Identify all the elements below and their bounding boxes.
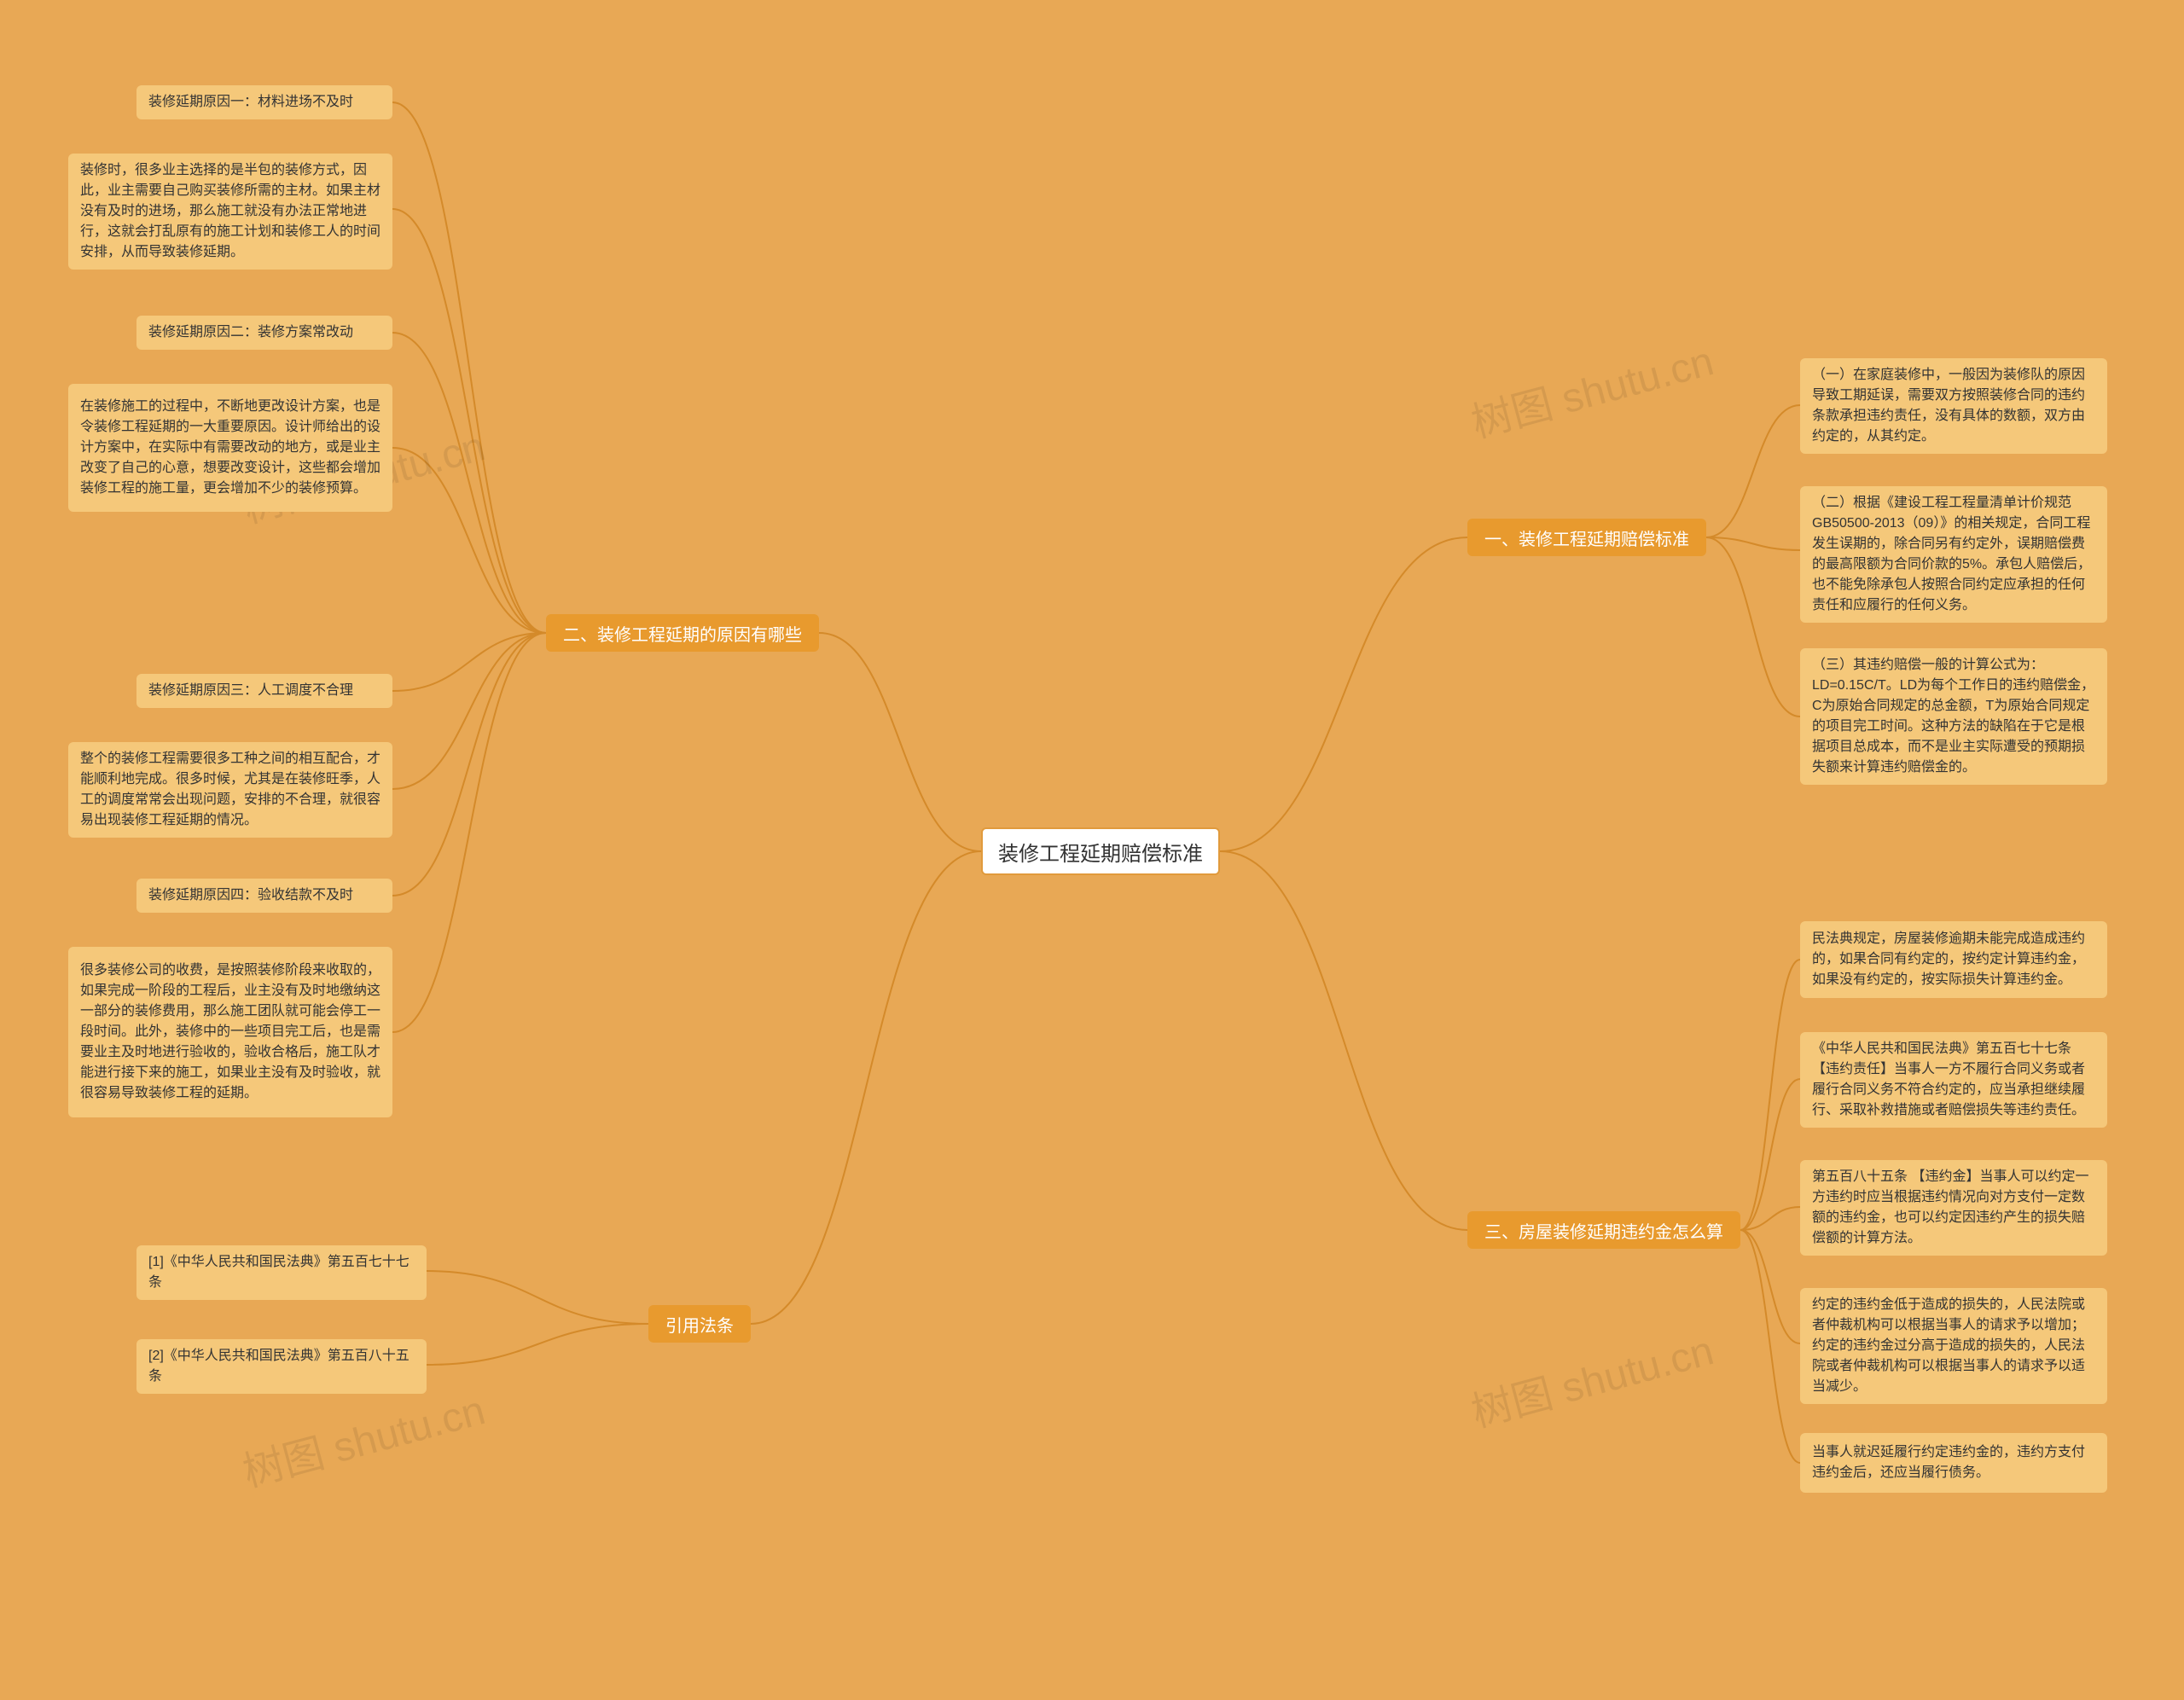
root-node[interactable]: 装修工程延期赔偿标准 [981,827,1220,875]
leaf-node[interactable]: 《中华人民共和国民法典》第五百七十七条【违约责任】当事人一方不履行合同义务或者履… [1800,1032,2107,1128]
leaf-node[interactable]: 装修延期原因一：材料进场不及时 [136,85,392,119]
leaf-node[interactable]: 民法典规定，房屋装修逾期未能完成造成违约的，如果合同有约定的，按约定计算违约金，… [1800,921,2107,998]
watermark: 树图 shutu.cn [235,1377,491,1499]
leaf-node[interactable]: 约定的违约金低于造成的损失的，人民法院或者仲裁机构可以根据当事人的请求予以增加；… [1800,1288,2107,1404]
branch-node-2[interactable]: 二、装修工程延期的原因有哪些 [546,614,819,652]
leaf-node[interactable]: [2]《中华人民共和国民法典》第五百八十五条 [136,1339,427,1394]
branch-node-3[interactable]: 三、房屋装修延期违约金怎么算 [1467,1211,1740,1249]
leaf-node[interactable]: 装修延期原因二：装修方案常改动 [136,316,392,350]
leaf-node[interactable]: 很多装修公司的收费，是按照装修阶段来收取的，如果完成一阶段的工程后，业主没有及时… [68,947,392,1117]
branch-node-4[interactable]: 引用法条 [648,1305,751,1343]
watermark: 树图 shutu.cn [1464,1317,1719,1439]
leaf-node[interactable]: 装修延期原因四：验收结款不及时 [136,879,392,913]
leaf-node[interactable]: 装修时，很多业主选择的是半包的装修方式，因此，业主需要自己购买装修所需的主材。如… [68,154,392,270]
watermark: 树图 shutu.cn [1464,328,1719,450]
leaf-node[interactable]: 第五百八十五条 【违约金】当事人可以约定一方违约时应当根据违约情况向对方支付一定… [1800,1160,2107,1256]
branch-node-1[interactable]: 一、装修工程延期赔偿标准 [1467,519,1706,556]
leaf-node[interactable]: 在装修施工的过程中，不断地更改设计方案，也是令装修工程延期的一大重要原因。设计师… [68,384,392,512]
leaf-node[interactable]: （三）其违约赔偿一般的计算公式为：LD=0.15C/T。LD为每个工作日的违约赔… [1800,648,2107,785]
leaf-node[interactable]: 当事人就迟延履行约定违约金的，违约方支付违约金后，还应当履行债务。 [1800,1433,2107,1493]
leaf-node[interactable]: [1]《中华人民共和国民法典》第五百七十七条 [136,1245,427,1300]
leaf-node[interactable]: （二）根据《建设工程工程量清单计价规范GB50500-2013（09）》的相关规… [1800,486,2107,623]
leaf-node[interactable]: 装修延期原因三：人工调度不合理 [136,674,392,708]
leaf-node[interactable]: （一）在家庭装修中，一般因为装修队的原因导致工期延误，需要双方按照装修合同的违约… [1800,358,2107,454]
leaf-node[interactable]: 整个的装修工程需要很多工种之间的相互配合，才能顺利地完成。很多时候，尤其是在装修… [68,742,392,838]
